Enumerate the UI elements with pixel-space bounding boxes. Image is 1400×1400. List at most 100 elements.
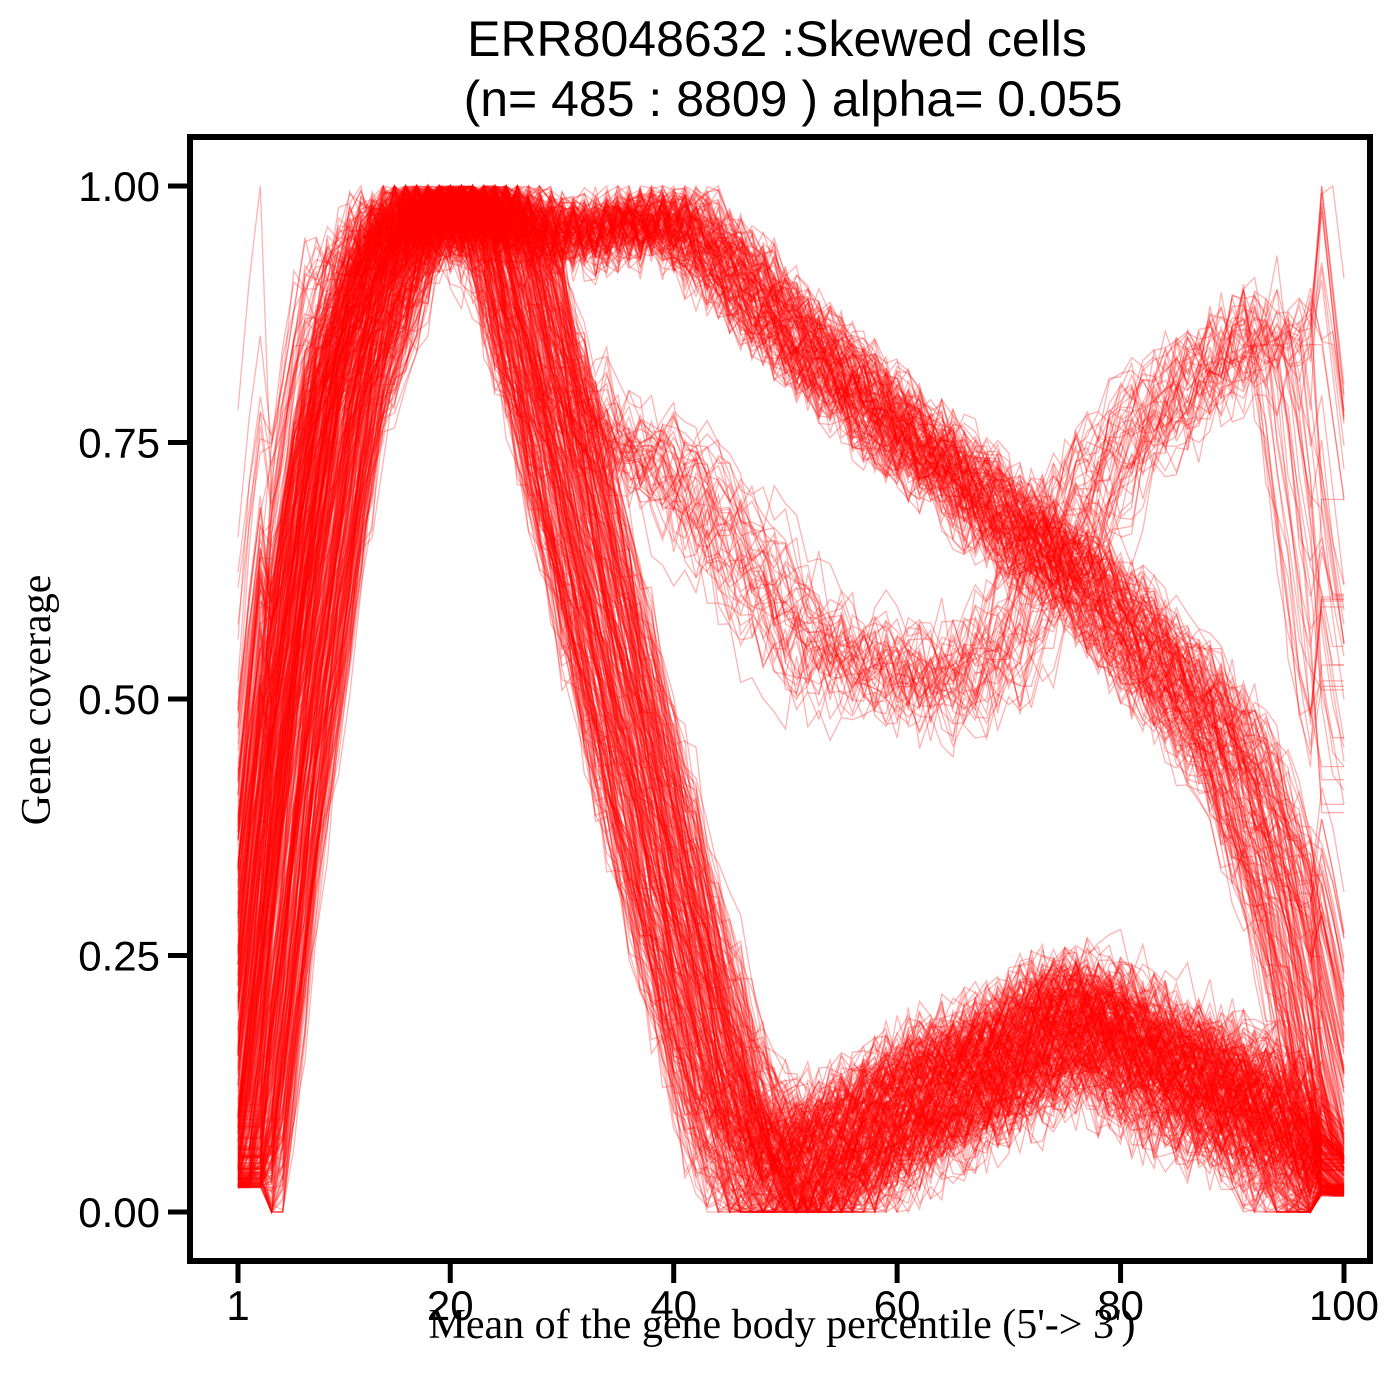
coverage-line [237, 185, 1345, 1196]
coverage-line [238, 185, 1345, 1208]
coverage-line [238, 183, 1345, 1125]
coverage-line [238, 184, 1345, 1214]
coverage-line [238, 185, 1345, 1188]
coverage-line [237, 185, 1345, 1159]
y-tick-label: 0.50 [78, 676, 160, 723]
coverage-line [237, 184, 1345, 1163]
coverage-line [237, 184, 1345, 1158]
coverage-line [238, 184, 1345, 1161]
coverage-line [237, 184, 1344, 1160]
coverage-line [238, 183, 1345, 1150]
coverage-line [238, 184, 1345, 1189]
coverage-line [237, 184, 1344, 1174]
coverage-line [237, 183, 1344, 1189]
coverage-line [237, 184, 1344, 1194]
coverage-line [237, 185, 1344, 1194]
coverage-line [237, 184, 1344, 1197]
coverage-line [237, 184, 1344, 1214]
coverage-line [237, 183, 1345, 1166]
coverage-line [237, 183, 1344, 1158]
coverage-line [238, 185, 1345, 1179]
coverage-line [238, 183, 1345, 1213]
coverage-line [237, 184, 1344, 1192]
coverage-line [237, 185, 1344, 868]
coverage-line [238, 184, 1345, 1208]
coverage-line [237, 184, 1344, 1214]
coverage-line [237, 183, 1344, 1195]
coverage-line [237, 184, 1344, 1168]
coverage-line [237, 185, 1344, 1214]
coverage-line [238, 185, 1345, 1214]
coverage-line [237, 185, 1345, 1123]
coverage-line [237, 185, 1344, 1194]
coverage-line [237, 184, 1344, 1213]
coverage-line [238, 183, 1345, 1203]
coverage-line [238, 183, 1345, 1139]
coverage-line [238, 184, 1345, 1111]
coverage-line [237, 184, 1344, 1194]
coverage-line [238, 185, 1345, 1186]
coverage-line [237, 184, 1344, 1154]
coverage-line [237, 184, 1344, 1196]
coverage-line [238, 183, 1345, 1128]
coverage-line [237, 184, 1344, 1167]
coverage-line [237, 185, 1344, 1196]
coverage-line [237, 185, 1344, 1153]
coverage-line [238, 184, 1345, 1214]
coverage-line [237, 184, 1344, 1205]
coverage-line [237, 184, 1345, 1215]
coverage-line [237, 184, 1344, 1155]
coverage-line [238, 184, 1345, 1215]
coverage-line [238, 184, 1345, 1213]
coverage-line [238, 184, 1345, 1173]
coverage-line [237, 184, 1344, 951]
x-axis: 1 20 40 60 80 100 [226, 1261, 1379, 1329]
coverage-line [237, 185, 1345, 1165]
coverage-line [237, 184, 1345, 1194]
coverage-line [237, 185, 1345, 1161]
coverage-line [237, 184, 1344, 717]
coverage-line [237, 184, 1344, 1214]
coverage-line [237, 184, 1344, 1171]
coverage-line [238, 184, 1345, 1189]
coverage-line [238, 185, 1345, 1151]
coverage-line [237, 184, 1344, 1214]
coverage-line [238, 184, 1345, 1169]
coverage-line [237, 185, 1345, 1052]
coverage-line [238, 185, 1345, 1213]
coverage-line [237, 183, 1344, 846]
coverage-line [238, 184, 1345, 1212]
coverage-line [238, 184, 1345, 1213]
coverage-line [237, 185, 1345, 1214]
coverage-line [238, 184, 1345, 1215]
coverage-line [238, 185, 1345, 1177]
coverage-line [237, 183, 1345, 1185]
coverage-line [237, 184, 1344, 1210]
coverage-line [238, 184, 1345, 1214]
x-tick-label: 20 [427, 1282, 474, 1329]
coverage-line [237, 184, 1344, 904]
coverage-line [237, 184, 1344, 1206]
coverage-line [237, 183, 1344, 1214]
coverage-line [237, 184, 1345, 1181]
coverage-line [237, 184, 1345, 1159]
coverage-line [238, 184, 1345, 1161]
coverage-line [237, 183, 1344, 1192]
coverage-line [238, 183, 1345, 1159]
coverage-line [238, 185, 1345, 1163]
coverage-line [238, 184, 1345, 1215]
coverage-line [237, 185, 1345, 1191]
coverage-line [237, 184, 1345, 1206]
coverage-line [238, 185, 1345, 1168]
coverage-line [237, 185, 1344, 895]
coverage-line [237, 185, 1345, 1057]
coverage-line [237, 184, 1344, 1213]
coverage-line [238, 184, 1345, 1157]
coverage-line [237, 184, 1345, 1183]
coverage-line [237, 184, 1344, 1192]
coverage-line [237, 185, 1344, 1213]
coverage-line [238, 184, 1345, 1139]
coverage-line [237, 183, 1345, 1215]
coverage-line [237, 185, 1344, 1146]
